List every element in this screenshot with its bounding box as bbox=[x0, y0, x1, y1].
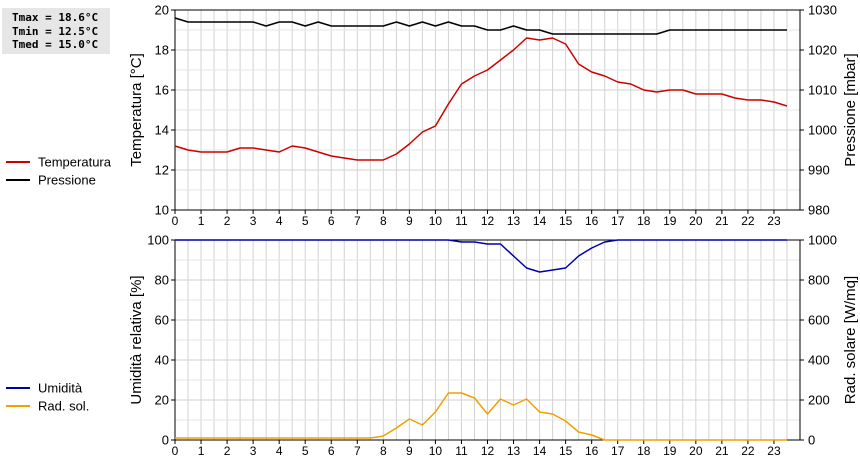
x-tick-label: 18 bbox=[637, 444, 651, 458]
series-line-rad-sol- bbox=[175, 392, 787, 441]
y-right-tick-label: 200 bbox=[808, 393, 830, 408]
y-left-tick-label: 60 bbox=[155, 313, 169, 328]
y-right-tick-label: 600 bbox=[808, 313, 830, 328]
series-line-temperatura bbox=[174, 37, 788, 161]
x-tick-label: 10 bbox=[429, 214, 443, 228]
x-tick-label: 12 bbox=[481, 214, 495, 228]
stat-tmed: Tmed = 15.0°C bbox=[12, 38, 99, 51]
x-tick-label: 4 bbox=[276, 214, 283, 228]
y-left-tick-label: 16 bbox=[155, 83, 169, 98]
x-tick-label: 14 bbox=[533, 214, 547, 228]
x-tick-label: 5 bbox=[302, 444, 309, 458]
x-tick-label: 3 bbox=[250, 214, 257, 228]
y-right-tick-label: 1000 bbox=[808, 123, 837, 138]
stat-tmax: Tmax = 18.6°C bbox=[12, 11, 99, 24]
x-tick-label: 0 bbox=[172, 214, 179, 228]
x-tick-label: 22 bbox=[741, 214, 755, 228]
x-tick-label: 20 bbox=[689, 214, 703, 228]
y-left-tick-label: 18 bbox=[155, 43, 169, 58]
x-tick-label: 17 bbox=[611, 214, 625, 228]
x-tick-label: 21 bbox=[715, 444, 729, 458]
x-tick-label: 13 bbox=[507, 444, 521, 458]
legend-label: Umidità bbox=[38, 381, 83, 396]
x-tick-label: 22 bbox=[741, 444, 755, 458]
legend-label: Temperatura bbox=[38, 155, 112, 170]
y-left-axis-title: Temperatura [°C] bbox=[128, 53, 145, 167]
y-left-tick-label: 20 bbox=[155, 3, 169, 18]
y-left-tick-label: 80 bbox=[155, 273, 169, 288]
stat-tmin: Tmin = 12.5°C bbox=[12, 24, 99, 38]
series-line-pressione bbox=[174, 17, 787, 35]
x-tick-label: 2 bbox=[224, 444, 231, 458]
y-left-tick-label: 10 bbox=[155, 203, 169, 218]
y-left-tick-label: 20 bbox=[155, 393, 169, 408]
x-tick-label: 9 bbox=[406, 214, 413, 228]
x-tick-label: 16 bbox=[585, 214, 599, 228]
x-tick-label: 13 bbox=[507, 214, 521, 228]
y-left-tick-label: 100 bbox=[147, 233, 169, 248]
x-tick-label: 14 bbox=[533, 444, 547, 458]
y-right-tick-label: 0 bbox=[808, 433, 815, 448]
y-left-tick-label: 14 bbox=[155, 123, 169, 138]
x-tick-label: 7 bbox=[354, 214, 361, 228]
chart-panel-1: 0 1 2 3 4 5 6 7 8 9 10 11 12 13 14 15 16 17 18 19 20 21 22 2310… bbox=[6, 3, 859, 228]
x-tick-label: 1 bbox=[198, 444, 205, 458]
legend-label: Rad. sol. bbox=[38, 399, 89, 414]
x-tick-label: 23 bbox=[767, 214, 781, 228]
y-left-tick-label: 40 bbox=[155, 353, 169, 368]
y-right-tick-label: 1010 bbox=[808, 83, 837, 98]
stats-box: Tmax = 18.6°C Tmin = 12.5°C Tmed = 15.0°… bbox=[2, 8, 110, 54]
legend-label: Pressione bbox=[38, 173, 96, 188]
x-tick-label: 19 bbox=[663, 444, 677, 458]
x-tick-label: 7 bbox=[354, 444, 361, 458]
x-tick-label: 6 bbox=[328, 214, 335, 228]
y-right-axis-title: Rad. solare [W/mq] bbox=[842, 276, 859, 404]
chart-panel-2: 0 1 2 3 4 5 6 7 8 9 10 11 12 13 14 15 16 17 18 19 20 21 22 2302… bbox=[6, 233, 859, 458]
x-tick-label: 11 bbox=[455, 444, 468, 458]
y-right-tick-label: 980 bbox=[808, 203, 830, 218]
x-tick-label: 17 bbox=[611, 444, 625, 458]
y-right-tick-label: 800 bbox=[808, 273, 830, 288]
x-tick-label: 20 bbox=[689, 444, 703, 458]
y-right-tick-label: 400 bbox=[808, 353, 830, 368]
x-tick-label: 11 bbox=[455, 214, 468, 228]
x-tick-label: 10 bbox=[429, 444, 443, 458]
x-tick-label: 4 bbox=[276, 444, 283, 458]
x-tick-label: 15 bbox=[559, 214, 573, 228]
x-tick-label: 16 bbox=[585, 444, 599, 458]
series-line-umidit- bbox=[175, 239, 787, 273]
y-right-tick-label: 1000 bbox=[808, 233, 837, 248]
x-tick-label: 3 bbox=[250, 444, 257, 458]
x-tick-label: 21 bbox=[715, 214, 729, 228]
x-tick-label: 18 bbox=[637, 214, 651, 228]
x-tick-label: 9 bbox=[406, 444, 413, 458]
y-right-tick-label: 990 bbox=[808, 163, 830, 178]
y-left-tick-label: 12 bbox=[155, 163, 169, 178]
y-left-tick-label: 0 bbox=[162, 433, 169, 448]
x-tick-label: 23 bbox=[767, 444, 781, 458]
x-tick-label: 8 bbox=[380, 444, 387, 458]
y-right-tick-label: 1020 bbox=[808, 43, 837, 58]
x-tick-label: 8 bbox=[380, 214, 387, 228]
y-right-axis-title: Pressione [mbar] bbox=[842, 53, 859, 166]
x-tick-label: 2 bbox=[224, 214, 231, 228]
x-tick-label: 19 bbox=[663, 214, 677, 228]
x-tick-label: 12 bbox=[481, 444, 495, 458]
x-tick-label: 0 bbox=[172, 444, 179, 458]
y-left-axis-title: Umidità relativa [%] bbox=[128, 275, 145, 404]
x-tick-label: 6 bbox=[328, 444, 335, 458]
x-tick-label: 5 bbox=[302, 214, 309, 228]
y-right-tick-label: 1030 bbox=[808, 3, 837, 18]
x-tick-label: 15 bbox=[559, 444, 573, 458]
x-tick-label: 1 bbox=[198, 214, 205, 228]
